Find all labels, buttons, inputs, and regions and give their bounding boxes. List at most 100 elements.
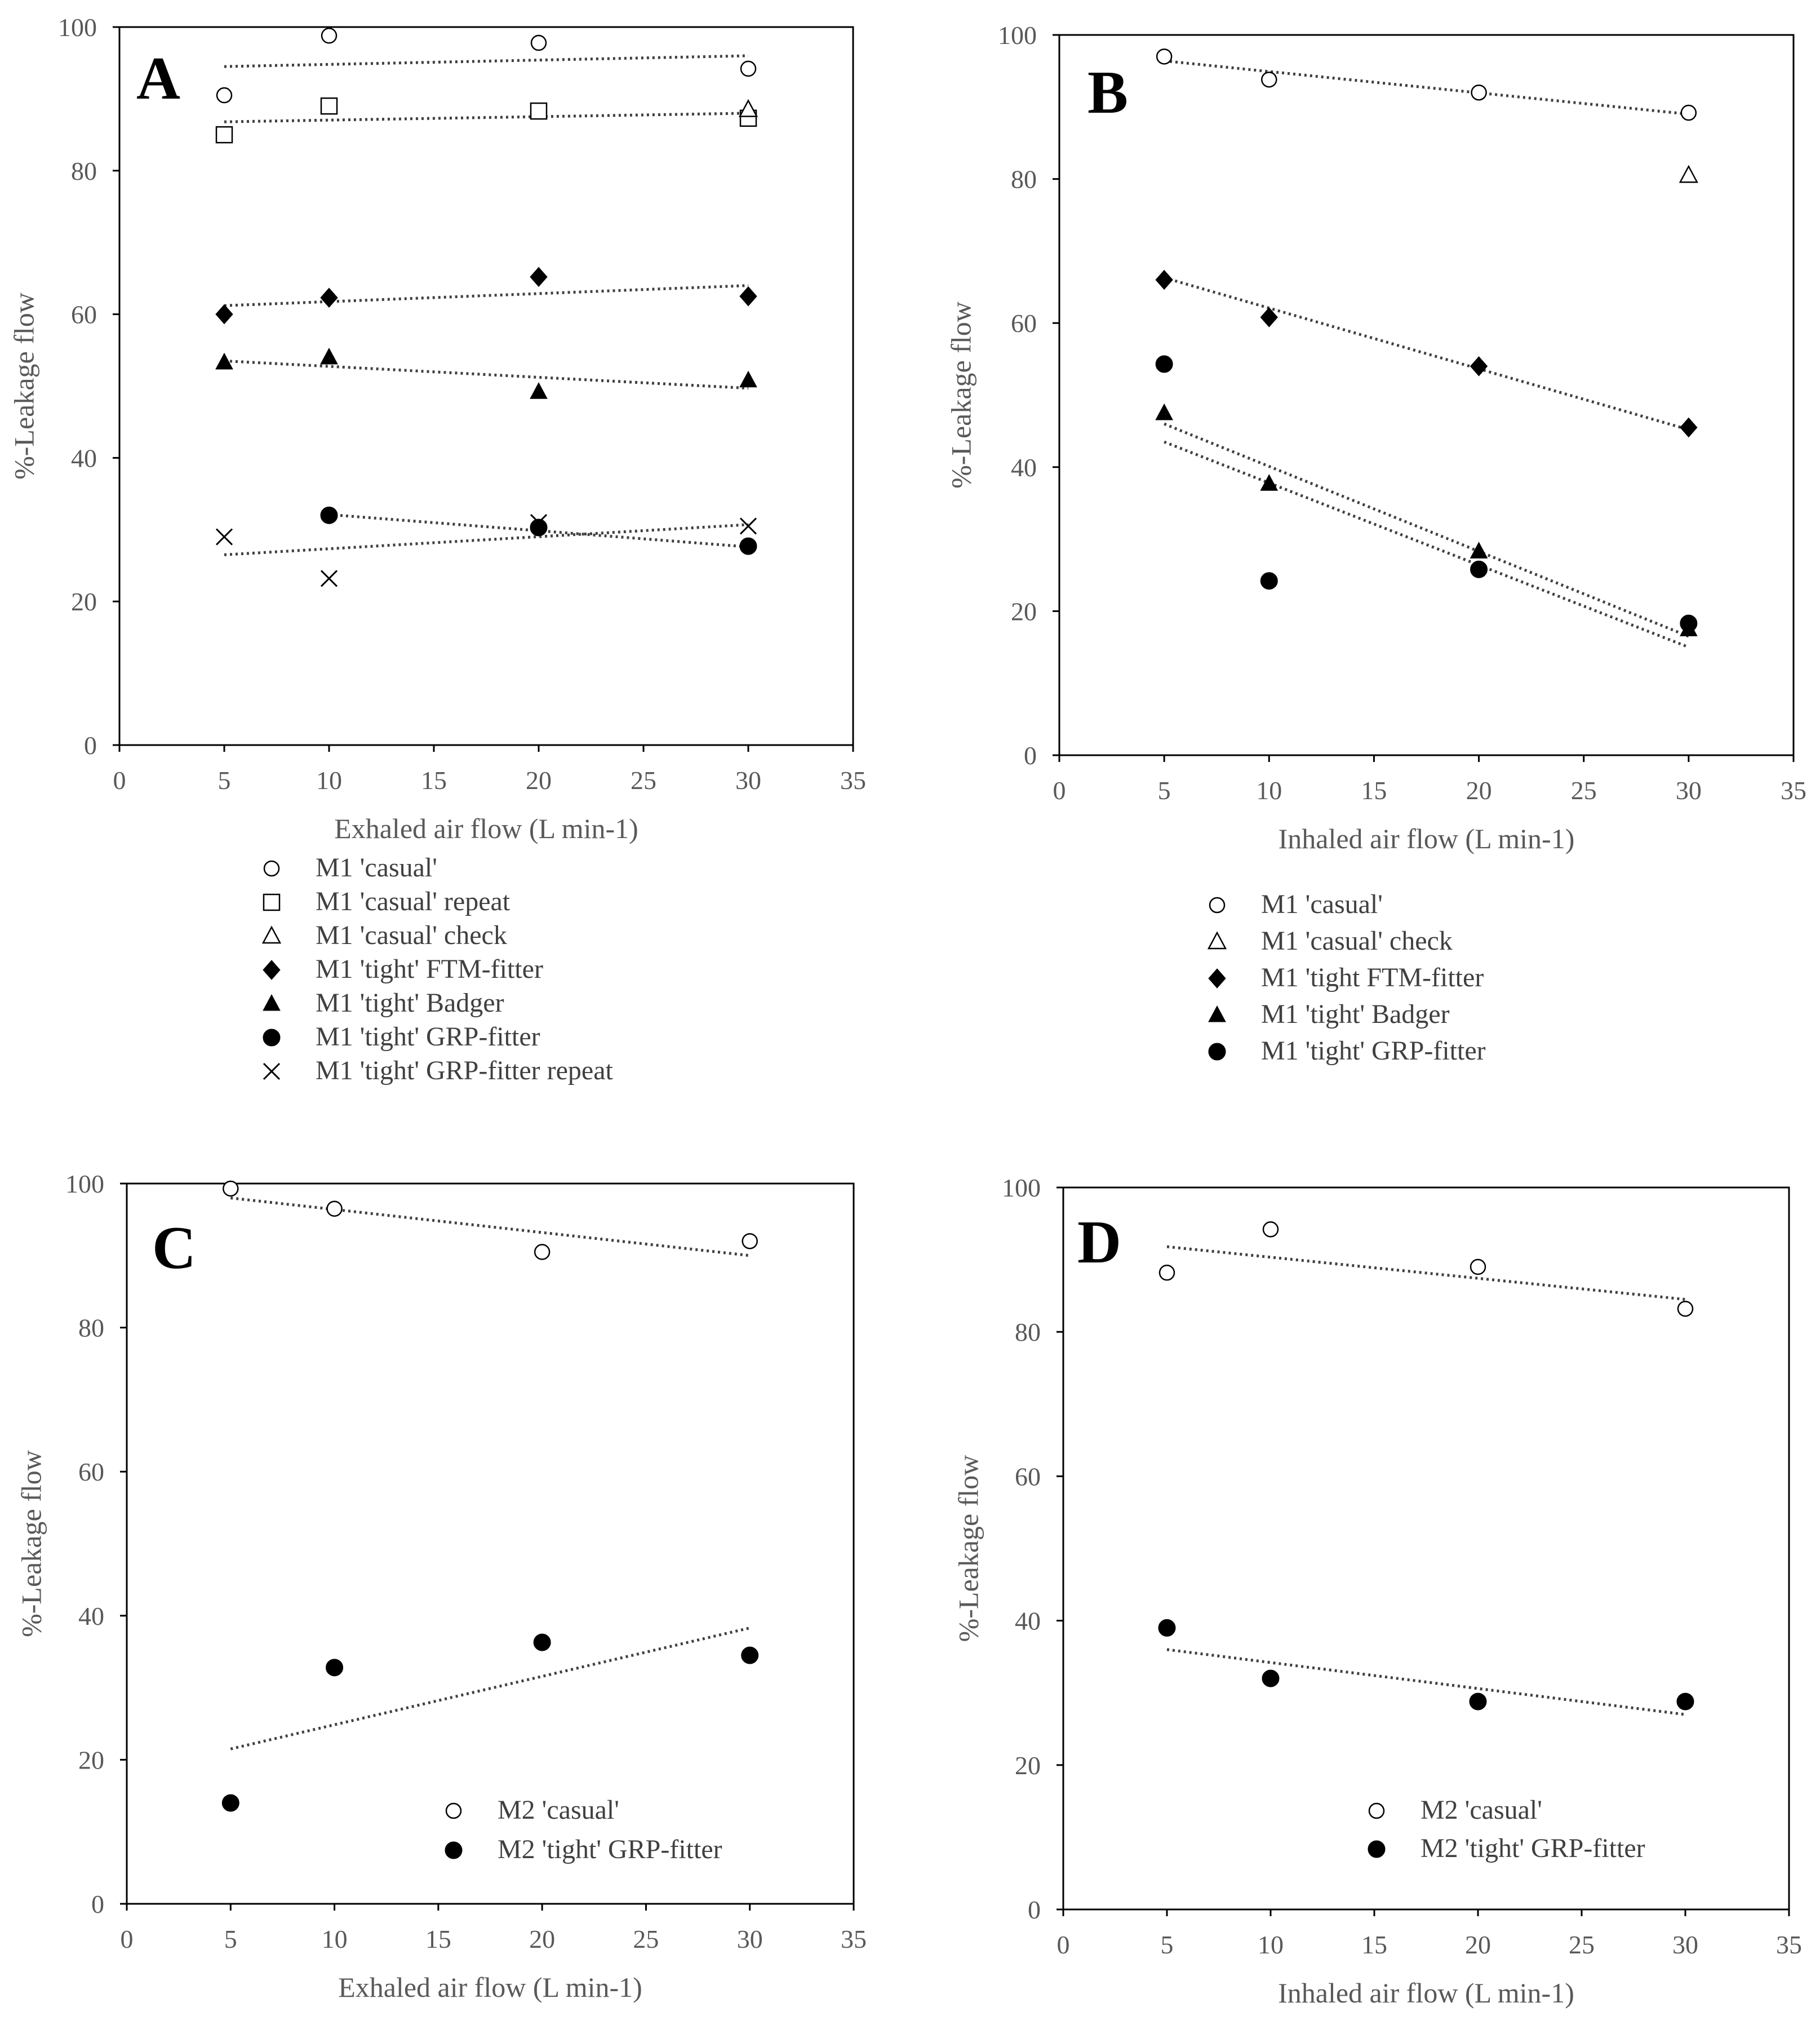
data-point-b-2 — [1260, 307, 1278, 327]
x-tick-label: 0 — [121, 1925, 134, 1953]
data-point-c-0 — [223, 1180, 239, 1197]
data-point-a-6 — [320, 570, 338, 587]
data-point-b-3 — [1470, 542, 1488, 559]
x-tick-label: 10 — [1256, 776, 1282, 805]
legend-label-c-0: M2 'casual' — [498, 1795, 619, 1825]
data-point-a-5 — [739, 537, 757, 555]
legend-label-c-1: M2 'tight' GRP-fitter — [498, 1834, 722, 1864]
legend-marker-a-3 — [263, 960, 281, 980]
legend-label-a-2: M1 'casual' check — [316, 920, 507, 950]
legend-marker-b-0 — [1209, 897, 1226, 914]
data-point-a-1 — [215, 126, 233, 144]
data-point-c-1 — [326, 1659, 344, 1677]
data-point-a-5 — [530, 519, 548, 537]
data-point-d-0 — [1262, 1221, 1279, 1238]
legend-label-a-6: M1 'tight' GRP-fitter repeat — [316, 1056, 614, 1085]
data-point-c-0 — [742, 1233, 758, 1249]
x-tick-label: 20 — [1465, 1930, 1491, 1959]
x-axis-title-d: Inhaled air flow (L min-1) — [1278, 1977, 1574, 2009]
data-point-b-2 — [1155, 269, 1173, 290]
x-tick-label: 30 — [735, 766, 761, 795]
trendline-a-0 — [224, 54, 749, 68]
data-point-b-2 — [1680, 417, 1698, 438]
y-tick-label: 60 — [1011, 309, 1037, 338]
y-tick-label: 40 — [71, 444, 97, 472]
data-point-b-3 — [1155, 403, 1173, 420]
data-point-a-5 — [320, 506, 338, 524]
data-point-a-1 — [320, 97, 338, 115]
y-tick-label: 0 — [91, 1890, 104, 1918]
data-point-a-1 — [530, 102, 548, 120]
legend-label-b-0: M1 'casual' — [1261, 889, 1383, 919]
data-point-d-0 — [1158, 1264, 1175, 1281]
legend-marker-a-2 — [261, 925, 282, 944]
trendline-b-2 — [1164, 276, 1689, 431]
data-point-b-4 — [1680, 614, 1698, 632]
legend-label-a-1: M1 'casual' repeat — [316, 887, 511, 916]
data-point-a-3 — [739, 286, 757, 307]
legend-marker-b-1 — [1207, 931, 1227, 950]
data-point-d-0 — [1470, 1258, 1486, 1275]
data-point-a-4 — [530, 382, 548, 399]
legend-marker-d-0 — [1368, 1802, 1385, 1819]
y-tick-label: 40 — [1011, 453, 1037, 482]
legend-label-a-4: M1 'tight' Badger — [316, 988, 504, 1018]
y-axis-title-a: %-Leakage flow — [8, 293, 40, 480]
data-point-d-1 — [1676, 1692, 1694, 1710]
x-tick-label: 5 — [218, 766, 231, 795]
panel-a: 0 5 10 15 20 25 30 35 0 20 40 60 80 100 Exhaled air fl… — [8, 13, 867, 1085]
panel-letter-a: A — [136, 45, 180, 112]
legend-a: M1 'casual' M1 'casual' repeat M1 'casual'… — [261, 853, 614, 1085]
data-point-a-0 — [216, 87, 233, 104]
y-tick-label: 80 — [71, 157, 97, 185]
plot-area-d — [1062, 1186, 1790, 1911]
trendline-a-4 — [224, 359, 749, 390]
y-tick-label: 20 — [71, 587, 97, 616]
panel-letter-b: B — [1087, 59, 1128, 126]
y-tick-label: 80 — [1011, 165, 1037, 194]
data-point-c-1 — [741, 1646, 759, 1664]
x-tick-label: 25 — [631, 766, 656, 795]
y-axis-title-d: %-Leakage flow — [953, 1455, 984, 1642]
y-tick-label: 60 — [1015, 1462, 1041, 1491]
x-tick-label: 10 — [316, 766, 342, 795]
trendline-b-3 — [1164, 422, 1689, 638]
y-tick-label: 40 — [1015, 1607, 1041, 1636]
trendline-a-6 — [224, 523, 749, 556]
legend-marker-b-4 — [1208, 1043, 1226, 1061]
data-point-a-3 — [530, 267, 548, 287]
data-point-b-4 — [1260, 572, 1278, 590]
data-point-a-6 — [530, 513, 548, 531]
panel-c: 0 5 10 15 20 25 30 35 0 20 40 60 80 100 Exhaled air fl… — [16, 1169, 867, 2003]
data-point-a-0 — [321, 28, 338, 44]
x-tick-label: 0 — [1053, 776, 1066, 805]
legend-label-d-0: M2 'casual' — [1421, 1795, 1542, 1825]
trendline-d-0 — [1166, 1245, 1686, 1301]
panel-letter-c: C — [152, 1215, 196, 1282]
data-point-b-0 — [1471, 84, 1487, 101]
x-tick-label: 20 — [526, 766, 552, 795]
legend-marker-a-0 — [263, 860, 280, 877]
y-tick-label: 40 — [78, 1602, 104, 1630]
data-point-a-2 — [738, 99, 758, 117]
legend-marker-b-3 — [1208, 1005, 1226, 1022]
plot-area-b — [1058, 34, 1795, 756]
y-tick-label: 60 — [71, 300, 97, 329]
y-tick-label: 80 — [78, 1314, 104, 1342]
x-tick-label: 25 — [1569, 1930, 1595, 1959]
x-tick-label: 30 — [737, 1925, 763, 1953]
trendline-a-3 — [224, 284, 749, 307]
data-point-c-0 — [326, 1200, 343, 1217]
x-axis-title-b: Inhaled air flow (L min-1) — [1279, 823, 1575, 854]
legend-marker-a-1 — [263, 893, 281, 911]
x-tick-label: 25 — [1571, 776, 1597, 805]
legend-label-b-1: M1 'casual' check — [1261, 926, 1453, 956]
x-tick-label: 5 — [1161, 1930, 1174, 1959]
panel-letter-d: D — [1077, 1209, 1121, 1276]
legend-label-d-1: M2 'tight' GRP-fitter — [1421, 1833, 1645, 1863]
y-axis-title-b: %-Leakage flow — [945, 302, 977, 489]
data-point-a-3 — [215, 304, 233, 325]
x-tick-label: 20 — [1466, 776, 1492, 805]
x-tick-label: 15 — [1361, 1930, 1387, 1959]
